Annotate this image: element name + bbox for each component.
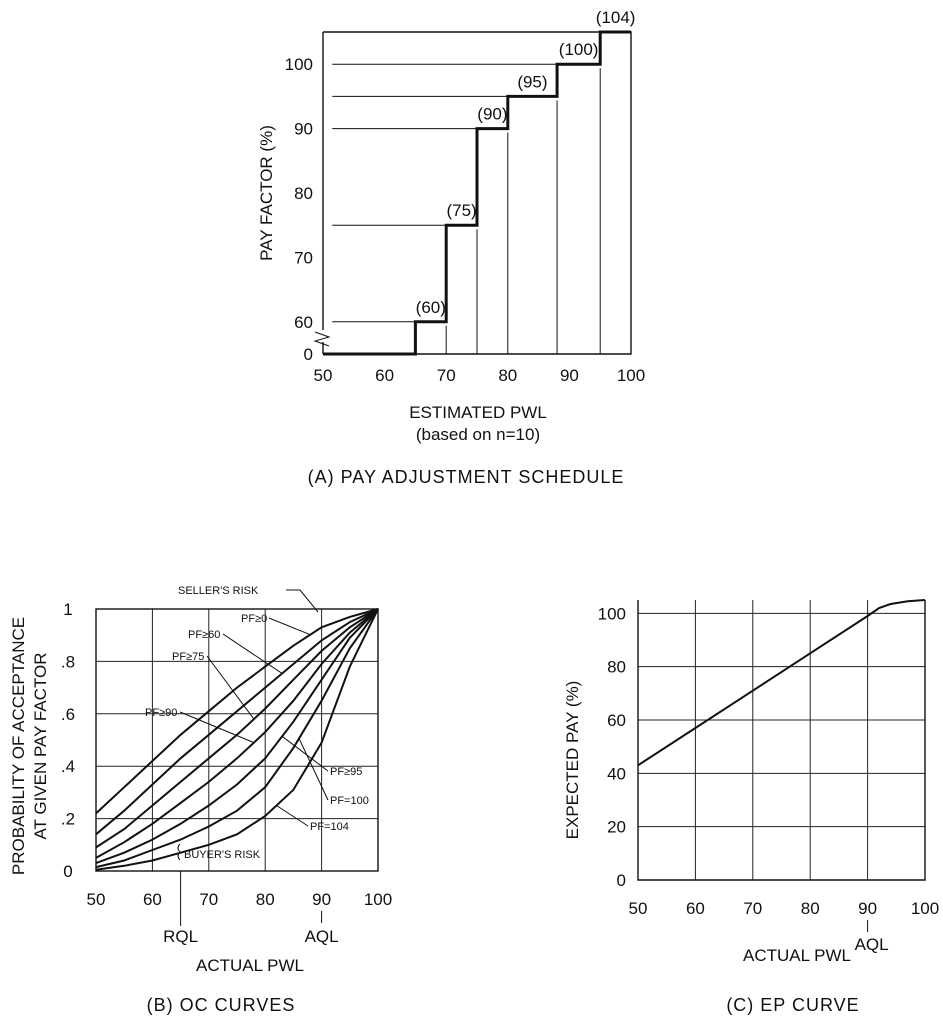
step-label: (100): [559, 40, 599, 59]
series-label: PF≥75: [172, 651, 204, 663]
x-tick-label: 100: [617, 366, 645, 385]
x-axis-label: ESTIMATED PWL: [409, 403, 547, 422]
y-tick-label: .6: [61, 705, 75, 724]
ep-curve-chart: 50 60 70 80 90 100 0 20 40 60 80 100 AQL EXPECTED PAY…: [563, 599, 939, 1015]
x-tick-label: 60: [686, 899, 705, 918]
step-label: (75): [446, 201, 476, 220]
series-leader-line: [281, 735, 329, 772]
panel-a-caption: (A) PAY ADJUSTMENT SCHEDULE: [308, 467, 625, 487]
axis-break-mark: [313, 331, 331, 347]
y-tick-label: 60: [607, 711, 626, 730]
sellers-risk-label: SELLER'S RISK: [178, 585, 259, 597]
panel-b-caption: (B) OC CURVES: [147, 995, 296, 1015]
y-tick-label: 80: [607, 658, 626, 677]
series-label: PF≥95: [330, 766, 362, 778]
oc-curve-series: [95, 608, 379, 849]
series-leader-line: [298, 738, 329, 801]
buyers-risk-label: BUYER'S RISK: [184, 849, 261, 861]
y-tick-label: .4: [61, 757, 75, 776]
series-leader-line: [276, 805, 309, 827]
x-tick-label: 100: [911, 899, 939, 918]
series-label: PF≥0: [241, 613, 267, 625]
y-tick-label: .8: [61, 652, 75, 671]
y-tick-label: 20: [607, 818, 626, 837]
y-axis-label: EXPECTED PAY (%): [563, 681, 582, 840]
panel-c-caption: (C) EP CURVE: [726, 995, 859, 1015]
series-label: PF=104: [310, 821, 349, 833]
y-tick-label: 100: [598, 604, 626, 623]
series-leader-line: [222, 633, 283, 674]
step-label: (90): [477, 105, 507, 124]
oc-curve-series: [95, 608, 379, 865]
series-leader-line: [268, 617, 311, 636]
x-axis-label: ACTUAL PWL: [196, 956, 304, 975]
y-tick-label: 70: [294, 248, 313, 267]
frame-c: [637, 600, 926, 881]
oc-curve-series: [95, 608, 379, 871]
y-tick-label: 40: [607, 764, 626, 783]
pay-adjustment-schedule-chart: (60) (75) (90) (95) (100) (104) 50 60 70 80 90 100 0…: [257, 8, 645, 487]
oc-curve-series: [95, 608, 379, 836]
x-tick-label: 100: [364, 890, 392, 909]
x-tick-label: 60: [143, 890, 162, 909]
step-label: (104): [596, 8, 636, 27]
x-tick-label: 80: [256, 890, 275, 909]
step-label: (60): [416, 298, 446, 317]
y-axis-label: PROBABILITY OF ACCEPTANCE: [9, 617, 28, 875]
x-tick-label: 80: [498, 366, 517, 385]
expected-pay-line: [637, 599, 926, 767]
x-tick-label: 80: [801, 899, 820, 918]
oc-curve-series: [95, 608, 379, 859]
y-tick-label: .2: [61, 810, 75, 829]
y-axis-label: PAY FACTOR (%): [257, 125, 276, 261]
oc-curve-series: [95, 608, 379, 815]
frame-b: [95, 608, 379, 872]
oc-curve-series: [95, 608, 379, 869]
series-label: PF=100: [330, 795, 369, 807]
series-leader-line: [206, 655, 255, 720]
series-label: PF≥60: [188, 629, 220, 641]
y-tick-label: 100: [285, 55, 313, 74]
x-tick-label: 60: [375, 366, 394, 385]
aql-label: AQL: [855, 935, 889, 954]
oc-curves-chart: PF≥0 PF≥60 PF≥75 PF≥90 PF≥95 PF=100 PF=104 SELL…: [9, 585, 392, 1015]
y-axis-label-line2: AT GIVEN PAY FACTOR: [31, 652, 50, 839]
buyers-risk-brace: [177, 843, 181, 861]
x-axis-sublabel: (based on n=10): [416, 425, 540, 444]
x-tick-label: 90: [312, 890, 331, 909]
y-tick-label: 1: [63, 600, 72, 619]
y-tick-label: 0: [304, 345, 313, 364]
x-tick-label: 90: [858, 899, 877, 918]
x-tick-label: 50: [314, 366, 333, 385]
x-tick-label: 90: [560, 366, 579, 385]
y-tick-label: 0: [63, 862, 72, 881]
series-leader-line: [179, 711, 255, 744]
y-tick-label: 80: [294, 184, 313, 203]
pay-factor-step-line: [323, 30, 631, 356]
aql-label: AQL: [305, 927, 339, 946]
y-tick-label: 90: [294, 120, 313, 139]
sellers-risk-leader: [286, 589, 319, 613]
x-tick-label: 50: [629, 899, 648, 918]
x-tick-label: 70: [743, 899, 762, 918]
series-label: PF≥90: [145, 707, 177, 719]
rql-label: RQL: [163, 927, 198, 946]
x-tick-label: 50: [87, 890, 106, 909]
step-label: (95): [517, 72, 547, 91]
y-tick-label: 60: [294, 313, 313, 332]
x-axis-label: ACTUAL PWL: [743, 946, 851, 965]
x-tick-label: 70: [199, 890, 218, 909]
x-tick-label: 70: [437, 366, 456, 385]
y-tick-label: 0: [617, 871, 626, 890]
